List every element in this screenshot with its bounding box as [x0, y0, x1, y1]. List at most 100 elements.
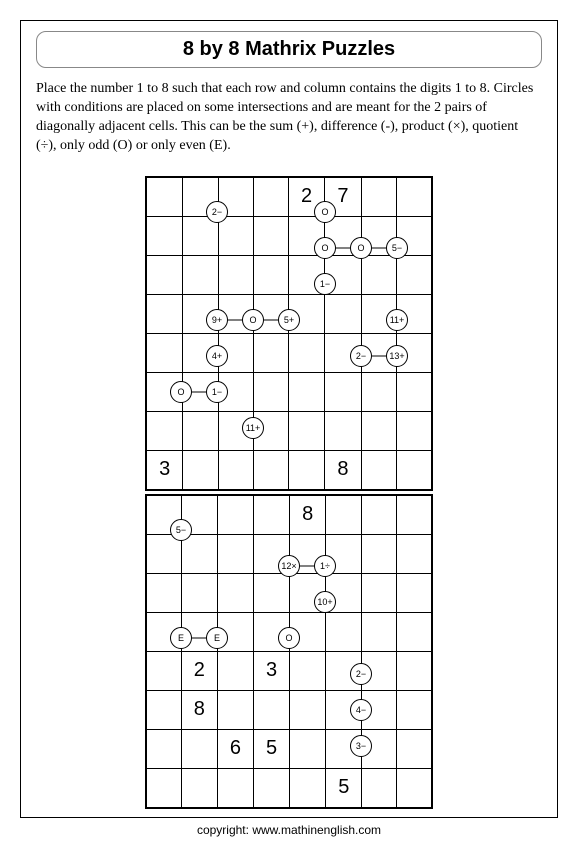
cell[interactable]: [254, 768, 290, 808]
cell[interactable]: [396, 177, 432, 217]
grid: 8238655: [145, 494, 433, 809]
cell[interactable]: [146, 534, 181, 573]
cell[interactable]: [146, 255, 183, 294]
cell[interactable]: [217, 573, 253, 612]
cell[interactable]: [254, 690, 290, 729]
cell[interactable]: [217, 690, 253, 729]
prefilled-cell[interactable]: 5: [326, 768, 362, 808]
cell[interactable]: [181, 729, 217, 768]
cell[interactable]: [397, 495, 432, 535]
constraint-circle: 11+: [242, 417, 264, 439]
cell[interactable]: [146, 216, 183, 255]
cell[interactable]: [218, 255, 253, 294]
constraint-circle: 5−: [386, 237, 408, 259]
cell[interactable]: [397, 612, 432, 651]
cell[interactable]: [290, 768, 326, 808]
cell[interactable]: [183, 450, 218, 490]
constraint-circle: O: [314, 201, 336, 223]
constraint-circle: 2−: [206, 201, 228, 223]
cell[interactable]: [181, 573, 217, 612]
cell[interactable]: [218, 216, 253, 255]
constraint-circle: 4+: [206, 345, 228, 367]
cell[interactable]: [146, 573, 181, 612]
constraint-circle: 1÷: [314, 555, 336, 577]
cell[interactable]: [146, 729, 181, 768]
cell[interactable]: [290, 690, 326, 729]
cell[interactable]: [396, 411, 432, 450]
cell[interactable]: [396, 450, 432, 490]
cell[interactable]: [253, 372, 288, 411]
cell[interactable]: [217, 768, 253, 808]
connector-line: [372, 355, 386, 356]
cell[interactable]: [325, 372, 361, 411]
cell[interactable]: [361, 177, 396, 217]
cell[interactable]: [218, 450, 253, 490]
prefilled-cell[interactable]: 5: [254, 729, 290, 768]
cell[interactable]: [361, 411, 396, 450]
cell[interactable]: [217, 534, 253, 573]
cell[interactable]: [290, 729, 326, 768]
cell[interactable]: [361, 450, 396, 490]
cell[interactable]: [326, 612, 362, 651]
cell[interactable]: [288, 450, 324, 490]
prefilled-cell[interactable]: 3: [254, 651, 290, 690]
constraint-circle: 5−: [170, 519, 192, 541]
cell[interactable]: [361, 255, 396, 294]
connector-line: [228, 319, 242, 320]
connector-line: [372, 247, 386, 248]
cell[interactable]: [288, 372, 324, 411]
cell[interactable]: [253, 333, 288, 372]
cell[interactable]: [183, 255, 218, 294]
cell[interactable]: [288, 333, 324, 372]
prefilled-cell[interactable]: 8: [325, 450, 361, 490]
cell[interactable]: [290, 651, 326, 690]
cell[interactable]: [217, 651, 253, 690]
prefilled-cell[interactable]: 2: [181, 651, 217, 690]
cell[interactable]: [397, 573, 432, 612]
cell[interactable]: [253, 216, 288, 255]
cell[interactable]: [362, 495, 397, 535]
cell[interactable]: [254, 495, 290, 535]
cell[interactable]: [253, 450, 288, 490]
cell[interactable]: [396, 255, 432, 294]
cell[interactable]: [146, 177, 183, 217]
prefilled-cell[interactable]: 8: [181, 690, 217, 729]
page-frame: 8 by 8 Mathrix Puzzles Place the number …: [20, 20, 558, 818]
cell[interactable]: [146, 411, 183, 450]
constraint-circle: O: [242, 309, 264, 331]
cell[interactable]: [325, 294, 361, 333]
cell[interactable]: [397, 534, 432, 573]
cell[interactable]: [396, 372, 432, 411]
cell[interactable]: [253, 177, 288, 217]
cell[interactable]: [146, 651, 181, 690]
cell[interactable]: [326, 495, 362, 535]
cell[interactable]: [362, 768, 397, 808]
cell[interactable]: [397, 651, 432, 690]
cell[interactable]: [254, 573, 290, 612]
page-title: 8 by 8 Mathrix Puzzles: [36, 31, 542, 68]
cell[interactable]: [362, 612, 397, 651]
cell[interactable]: [146, 768, 181, 808]
prefilled-cell[interactable]: 3: [146, 450, 183, 490]
cell[interactable]: [397, 768, 432, 808]
cell[interactable]: [288, 411, 324, 450]
cell[interactable]: [397, 729, 432, 768]
cell[interactable]: [325, 411, 361, 450]
cell[interactable]: [217, 495, 253, 535]
cell[interactable]: [181, 534, 217, 573]
prefilled-cell[interactable]: 8: [290, 495, 326, 535]
cell[interactable]: [397, 690, 432, 729]
cell[interactable]: [146, 333, 183, 372]
cell[interactable]: [362, 573, 397, 612]
cell[interactable]: [146, 294, 183, 333]
cell[interactable]: [146, 690, 181, 729]
prefilled-cell[interactable]: 6: [217, 729, 253, 768]
connector-line: [300, 565, 314, 566]
constraint-circle: 13+: [386, 345, 408, 367]
cell[interactable]: [253, 255, 288, 294]
cell[interactable]: [183, 411, 218, 450]
cell[interactable]: [361, 372, 396, 411]
cell[interactable]: [362, 534, 397, 573]
constraint-circle: 2−: [350, 345, 372, 367]
cell[interactable]: [181, 768, 217, 808]
